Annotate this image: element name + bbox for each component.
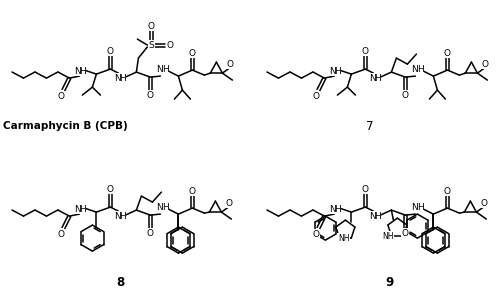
Text: 9: 9: [386, 277, 394, 289]
Text: H: H: [79, 205, 86, 214]
Text: O: O: [402, 229, 409, 238]
Text: O: O: [189, 49, 196, 58]
Text: H: H: [162, 65, 169, 74]
Text: NH: NH: [338, 234, 349, 243]
Text: O: O: [362, 47, 369, 55]
Text: H: H: [417, 65, 424, 74]
Text: N: N: [156, 203, 163, 212]
Text: H: H: [119, 74, 126, 83]
Text: N: N: [411, 203, 418, 212]
Text: O: O: [58, 92, 65, 101]
Text: N: N: [114, 74, 121, 83]
Text: O: O: [107, 185, 114, 194]
Text: N: N: [329, 205, 336, 214]
Text: N: N: [156, 65, 163, 74]
Text: H: H: [334, 66, 341, 76]
Text: 8: 8: [116, 277, 124, 289]
Text: O: O: [402, 91, 409, 100]
Text: O: O: [189, 187, 196, 196]
Text: N: N: [411, 65, 418, 74]
Text: H: H: [417, 203, 424, 212]
Text: O: O: [226, 60, 234, 68]
Text: O: O: [147, 229, 154, 238]
Text: S: S: [148, 40, 154, 50]
Text: NH: NH: [382, 232, 394, 241]
Text: N: N: [369, 212, 376, 221]
Text: O: O: [482, 60, 488, 68]
Text: O: O: [313, 229, 320, 239]
Text: H: H: [374, 74, 381, 83]
Text: 7: 7: [366, 119, 374, 132]
Text: O: O: [147, 91, 154, 100]
Text: H: H: [162, 203, 169, 212]
Text: O: O: [480, 199, 488, 208]
Text: H: H: [374, 212, 381, 221]
Text: O: O: [226, 199, 232, 208]
Text: N: N: [74, 205, 81, 214]
Text: O: O: [58, 229, 65, 239]
Text: O: O: [444, 187, 451, 196]
Text: O: O: [107, 47, 114, 55]
Text: N: N: [329, 66, 336, 76]
Text: H: H: [119, 212, 126, 221]
Text: O: O: [148, 22, 155, 31]
Text: N: N: [74, 66, 81, 76]
Text: O: O: [167, 40, 174, 50]
Text: H: H: [334, 205, 341, 214]
Text: H: H: [79, 66, 86, 76]
Text: O: O: [444, 49, 451, 58]
Text: Carmaphycin B (CPB): Carmaphycin B (CPB): [2, 121, 128, 131]
Text: O: O: [362, 185, 369, 194]
Text: O: O: [313, 92, 320, 101]
Text: N: N: [114, 212, 121, 221]
Text: N: N: [369, 74, 376, 83]
